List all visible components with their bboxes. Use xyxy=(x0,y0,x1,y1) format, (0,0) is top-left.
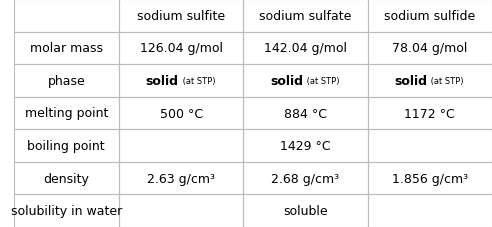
Text: sodium sulfide: sodium sulfide xyxy=(384,10,475,23)
Text: solid: solid xyxy=(146,75,179,88)
Text: phase: phase xyxy=(47,75,85,88)
Bar xyxy=(368,32,492,65)
Text: 2.68 g/cm³: 2.68 g/cm³ xyxy=(272,172,339,185)
Text: solid: solid xyxy=(270,75,303,88)
Bar xyxy=(368,162,492,195)
Text: 1429 °C: 1429 °C xyxy=(280,139,331,152)
Bar xyxy=(243,195,368,227)
Text: soluble: soluble xyxy=(283,204,328,217)
Bar xyxy=(368,130,492,162)
Bar xyxy=(368,65,492,97)
Text: sodium sulfite: sodium sulfite xyxy=(137,10,225,23)
Bar xyxy=(243,97,368,130)
Bar xyxy=(368,0,492,32)
Text: 884 °C: 884 °C xyxy=(284,107,327,120)
Text: solid: solid xyxy=(395,75,428,88)
Text: (at STP): (at STP) xyxy=(429,76,464,86)
Bar xyxy=(14,162,119,195)
Text: 142.04 g/mol: 142.04 g/mol xyxy=(264,42,347,55)
Text: solubility in water: solubility in water xyxy=(11,204,122,217)
Bar xyxy=(243,162,368,195)
Bar xyxy=(368,97,492,130)
Bar xyxy=(14,130,119,162)
Text: density: density xyxy=(43,172,89,185)
Bar xyxy=(119,130,243,162)
Bar xyxy=(119,32,243,65)
Text: 500 °C: 500 °C xyxy=(159,107,203,120)
Bar xyxy=(119,195,243,227)
Text: molar mass: molar mass xyxy=(30,42,103,55)
Bar xyxy=(14,32,119,65)
Text: boiling point: boiling point xyxy=(28,139,105,152)
Text: 1.856 g/cm³: 1.856 g/cm³ xyxy=(392,172,468,185)
Text: (at STP): (at STP) xyxy=(180,76,215,86)
Bar xyxy=(119,162,243,195)
Text: melting point: melting point xyxy=(25,107,108,120)
Bar xyxy=(14,195,119,227)
Bar xyxy=(14,0,119,32)
Bar xyxy=(14,97,119,130)
Text: 2.63 g/cm³: 2.63 g/cm³ xyxy=(147,172,215,185)
Bar xyxy=(14,65,119,97)
Bar xyxy=(368,195,492,227)
Bar xyxy=(243,65,368,97)
Bar xyxy=(243,130,368,162)
Text: 78.04 g/mol: 78.04 g/mol xyxy=(392,42,467,55)
Text: 1172 °C: 1172 °C xyxy=(404,107,455,120)
Bar xyxy=(119,97,243,130)
Bar xyxy=(243,0,368,32)
Bar xyxy=(119,0,243,32)
Text: (at STP): (at STP) xyxy=(304,76,339,86)
Text: 126.04 g/mol: 126.04 g/mol xyxy=(140,42,222,55)
Bar xyxy=(119,65,243,97)
Bar xyxy=(243,32,368,65)
Text: sodium sulfate: sodium sulfate xyxy=(259,10,352,23)
